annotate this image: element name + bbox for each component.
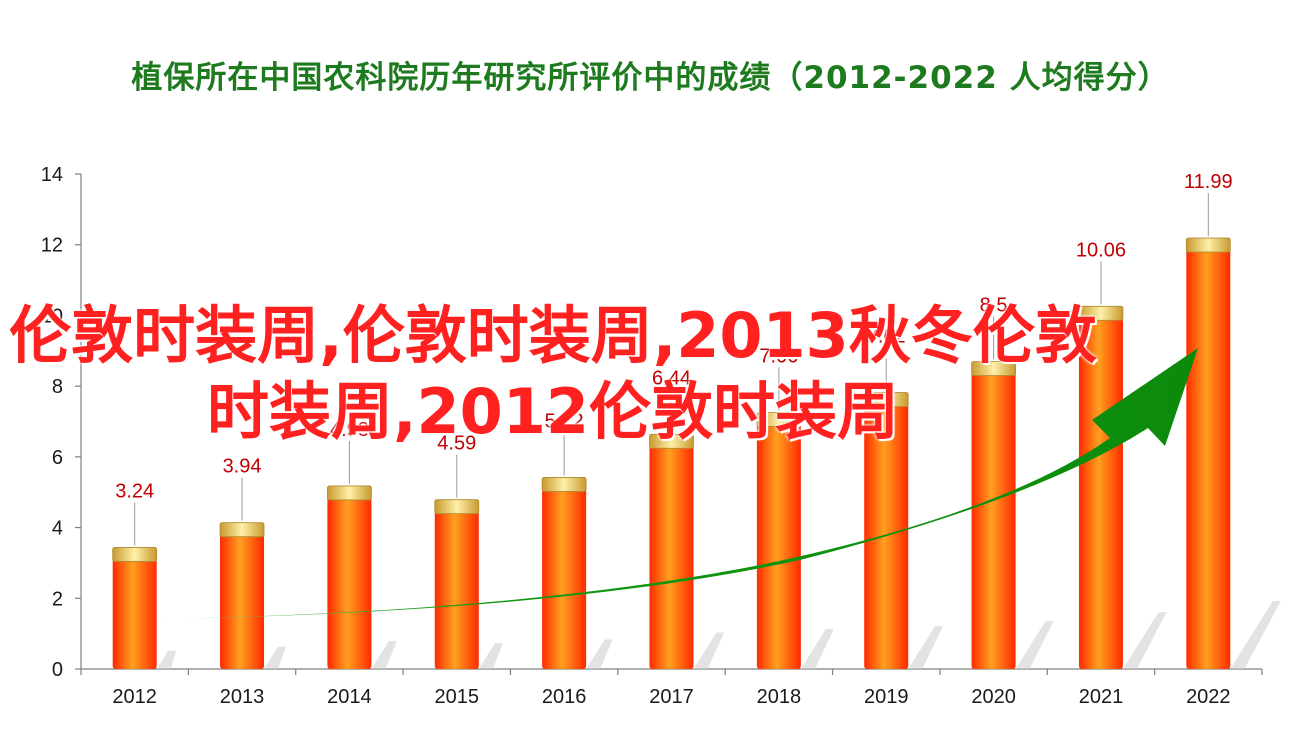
x-tick-label: 2012 bbox=[112, 686, 157, 708]
y-tick-label: 6 bbox=[52, 447, 63, 469]
x-tick-label: 2020 bbox=[971, 686, 1016, 708]
bar-shadow bbox=[156, 650, 177, 669]
y-tick-label: 8 bbox=[52, 376, 63, 398]
bar bbox=[864, 399, 909, 669]
bar-cap bbox=[1185, 237, 1231, 253]
x-tick-label: 2018 bbox=[757, 686, 802, 708]
bar bbox=[756, 419, 801, 669]
bar-shadow bbox=[1122, 612, 1167, 669]
bar-cap bbox=[112, 547, 158, 562]
data-label: 5.22 bbox=[545, 410, 584, 432]
bar-cap bbox=[327, 485, 372, 501]
x-tick-label: 2015 bbox=[435, 686, 480, 708]
bar-shadow bbox=[264, 646, 286, 669]
bars bbox=[112, 237, 1231, 669]
y-tick-label: 0 bbox=[52, 659, 63, 681]
bar-shadow bbox=[800, 629, 834, 669]
bar bbox=[434, 506, 479, 669]
data-label: 3.94 bbox=[223, 456, 262, 478]
bar bbox=[220, 529, 265, 669]
bar-cap bbox=[756, 411, 802, 427]
x-tick-label: 2019 bbox=[864, 686, 909, 708]
y-tick-label: 4 bbox=[52, 518, 63, 540]
data-label: 8.5 bbox=[980, 294, 1008, 316]
y-tick-label: 2 bbox=[52, 588, 63, 610]
y-tick-label: 10 bbox=[41, 305, 63, 327]
bar-cap bbox=[649, 433, 694, 449]
bar-cap bbox=[971, 361, 1016, 376]
bar-shadow bbox=[586, 639, 613, 669]
bar-cap bbox=[434, 499, 480, 515]
chart-title: 植保所在中国农科院历年研究所评价中的成绩（2012-2022 人均得分） bbox=[131, 60, 1170, 96]
data-label: 7.06 bbox=[759, 345, 798, 367]
x-tick-label: 2013 bbox=[220, 686, 265, 708]
y-tick-label: 12 bbox=[41, 235, 63, 257]
x-tick-label: 2021 bbox=[1079, 686, 1124, 708]
x-tick-label: 2022 bbox=[1186, 686, 1231, 708]
bar-cap bbox=[219, 522, 265, 538]
bar-cap bbox=[1078, 305, 1124, 321]
x-tick-label: 2016 bbox=[542, 686, 587, 708]
y-tick-label: 14 bbox=[41, 164, 63, 186]
x-tick-label: 2014 bbox=[327, 686, 372, 708]
data-label: 11.99 bbox=[1184, 171, 1233, 193]
bar bbox=[327, 492, 372, 669]
bar-shadow bbox=[693, 632, 725, 669]
data-label: 7.62 bbox=[867, 326, 906, 348]
bar-cap bbox=[863, 392, 909, 407]
x-tick-label: 2017 bbox=[649, 686, 694, 708]
bar bbox=[649, 441, 694, 669]
bar-shadow bbox=[478, 643, 504, 669]
bar bbox=[112, 554, 157, 669]
bar bbox=[1078, 313, 1123, 669]
data-label: 4.59 bbox=[437, 433, 476, 455]
data-label: 4.98 bbox=[330, 419, 369, 441]
bar-shadow bbox=[1015, 620, 1054, 669]
bar-shadow bbox=[908, 625, 944, 669]
bar-shadow bbox=[371, 640, 398, 669]
bar bbox=[542, 484, 587, 669]
bar bbox=[971, 368, 1016, 669]
data-label: 3.24 bbox=[115, 480, 154, 502]
data-label: 10.06 bbox=[1076, 239, 1126, 261]
bar bbox=[1186, 245, 1231, 669]
data-labels: 3.24 3.94 4.98 4.59 5.22 6.44 7.06 7.62 8.5 10.06… bbox=[115, 171, 1233, 546]
bar-cap bbox=[541, 477, 587, 492]
bar-shadows bbox=[156, 601, 1281, 669]
data-label: 6.44 bbox=[652, 367, 691, 389]
bar-shadow bbox=[1230, 601, 1281, 669]
